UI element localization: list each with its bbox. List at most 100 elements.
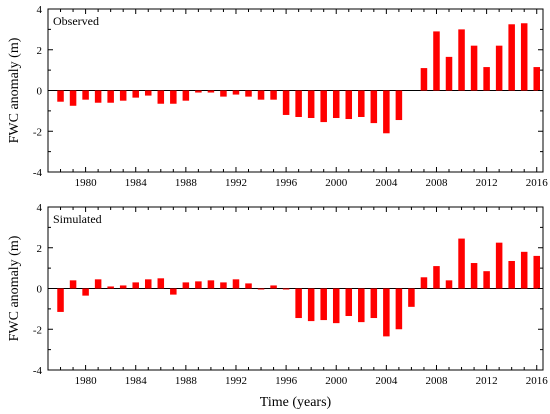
bar-1982 bbox=[107, 286, 114, 289]
bar-2015 bbox=[520, 23, 528, 91]
y-tick-label: 0 bbox=[37, 284, 43, 296]
bar-1979 bbox=[69, 280, 77, 289]
panel-label: Simulated bbox=[53, 212, 102, 226]
bar-2010 bbox=[458, 238, 465, 289]
x-tick-label: 1988 bbox=[175, 375, 198, 387]
bar-2003 bbox=[370, 288, 378, 319]
bar-1978 bbox=[57, 90, 64, 102]
bar-2011 bbox=[470, 263, 478, 289]
bar-1999 bbox=[320, 288, 327, 321]
bar-2000 bbox=[332, 90, 340, 119]
bar-1998 bbox=[307, 288, 315, 322]
bar-1980 bbox=[82, 90, 89, 100]
x-tick-label: 2008 bbox=[425, 177, 448, 189]
bar-1992 bbox=[232, 279, 240, 289]
x-tick-label: 2000 bbox=[325, 375, 348, 387]
bar-2010 bbox=[458, 29, 465, 91]
bar-2015 bbox=[520, 251, 528, 289]
bar-1985 bbox=[144, 279, 152, 289]
y-tick-label: -4 bbox=[33, 365, 43, 377]
bar-2016 bbox=[533, 255, 540, 289]
bar-1986 bbox=[157, 90, 165, 104]
bar-1995 bbox=[270, 90, 277, 100]
simulated-panel: 4 2 0 -2 -4 1980 1984 1988 1992 1996 2000 2004 2008 2… bbox=[7, 202, 548, 387]
x-tick-label: 2016 bbox=[526, 177, 549, 189]
x-tick-label: 1980 bbox=[75, 177, 98, 189]
x-axis-title: Time (years) bbox=[260, 395, 332, 410]
x-tick-label: 2004 bbox=[375, 375, 398, 387]
x-tick-label: 1992 bbox=[225, 177, 247, 189]
bar-1983 bbox=[119, 90, 127, 101]
bar-1992 bbox=[232, 90, 240, 95]
bar-1996 bbox=[282, 90, 290, 115]
y-tick-label: 0 bbox=[37, 86, 43, 98]
bar-2006 bbox=[408, 288, 415, 307]
bar-1987 bbox=[170, 288, 177, 295]
observed-panel: 4 2 0 -2 -4 1980 1984 1988 1992 1996 2000 2004 2008 2… bbox=[7, 4, 548, 189]
bar-1984 bbox=[132, 90, 139, 98]
bar-2008 bbox=[433, 266, 440, 289]
bar-2016 bbox=[533, 67, 540, 91]
bar-1997 bbox=[295, 288, 302, 319]
bar-1981 bbox=[94, 279, 102, 289]
bar-1998 bbox=[307, 90, 315, 119]
bar-2009 bbox=[445, 56, 453, 91]
x-tick-label: 1992 bbox=[225, 375, 247, 387]
x-tick-label: 2016 bbox=[526, 375, 549, 387]
bar-1991 bbox=[220, 90, 227, 97]
bar-2002 bbox=[358, 90, 365, 117]
x-tick-label: 2000 bbox=[325, 177, 348, 189]
bar-1980 bbox=[82, 288, 89, 296]
bar-1989 bbox=[195, 281, 202, 289]
bar-2005 bbox=[395, 90, 403, 121]
bar-1987 bbox=[170, 90, 177, 104]
bar-2003 bbox=[370, 90, 378, 124]
x-tick-label: 1996 bbox=[275, 177, 298, 189]
y-tick-label: -2 bbox=[33, 126, 42, 138]
x-tick-label: 2004 bbox=[375, 177, 398, 189]
panel-label: Observed bbox=[53, 14, 99, 28]
bar-1984 bbox=[132, 282, 139, 289]
bar-1993 bbox=[245, 283, 252, 289]
y-tick-label: 4 bbox=[37, 202, 43, 214]
bar-2012 bbox=[483, 271, 490, 289]
bar-1990 bbox=[207, 90, 215, 93]
x-tick-label: 2012 bbox=[476, 177, 498, 189]
bar-1993 bbox=[245, 90, 252, 97]
y-axis-title: FWC anomaly (m) bbox=[7, 235, 22, 341]
bar-1988 bbox=[182, 90, 190, 101]
bar-2004 bbox=[383, 288, 390, 337]
bar-1991 bbox=[220, 282, 227, 289]
bar-2002 bbox=[358, 288, 365, 323]
bar-1979 bbox=[69, 90, 77, 106]
bar-2013 bbox=[495, 45, 503, 91]
bar-1978 bbox=[57, 288, 64, 312]
y-tick-label: -2 bbox=[33, 324, 42, 336]
y-tick-label: 2 bbox=[37, 243, 43, 255]
bar-1994 bbox=[257, 90, 265, 100]
y-tick-label: 4 bbox=[37, 4, 43, 16]
bar-2001 bbox=[345, 90, 353, 120]
bar-2011 bbox=[470, 45, 478, 91]
bar-2013 bbox=[495, 242, 503, 289]
bar-2004 bbox=[383, 90, 390, 134]
x-tick-label: 1996 bbox=[275, 375, 298, 387]
x-tick-label: 2012 bbox=[476, 375, 498, 387]
y-tick-label: 2 bbox=[37, 45, 43, 57]
bar-2014 bbox=[508, 260, 515, 289]
bar-1983 bbox=[119, 285, 127, 289]
bar-1995 bbox=[270, 285, 277, 289]
bar-1985 bbox=[144, 90, 152, 96]
x-tick-label: 1984 bbox=[125, 375, 148, 387]
bar-2012 bbox=[483, 67, 490, 91]
bar-2008 bbox=[433, 31, 440, 91]
bar-2000 bbox=[332, 288, 340, 324]
bar-1997 bbox=[295, 90, 302, 117]
bar-1989 bbox=[195, 90, 202, 93]
bar-2005 bbox=[395, 288, 403, 330]
bar-2007 bbox=[420, 68, 428, 91]
bar-1999 bbox=[320, 90, 327, 123]
bar-1994 bbox=[257, 288, 265, 290]
bar-2014 bbox=[508, 24, 515, 91]
